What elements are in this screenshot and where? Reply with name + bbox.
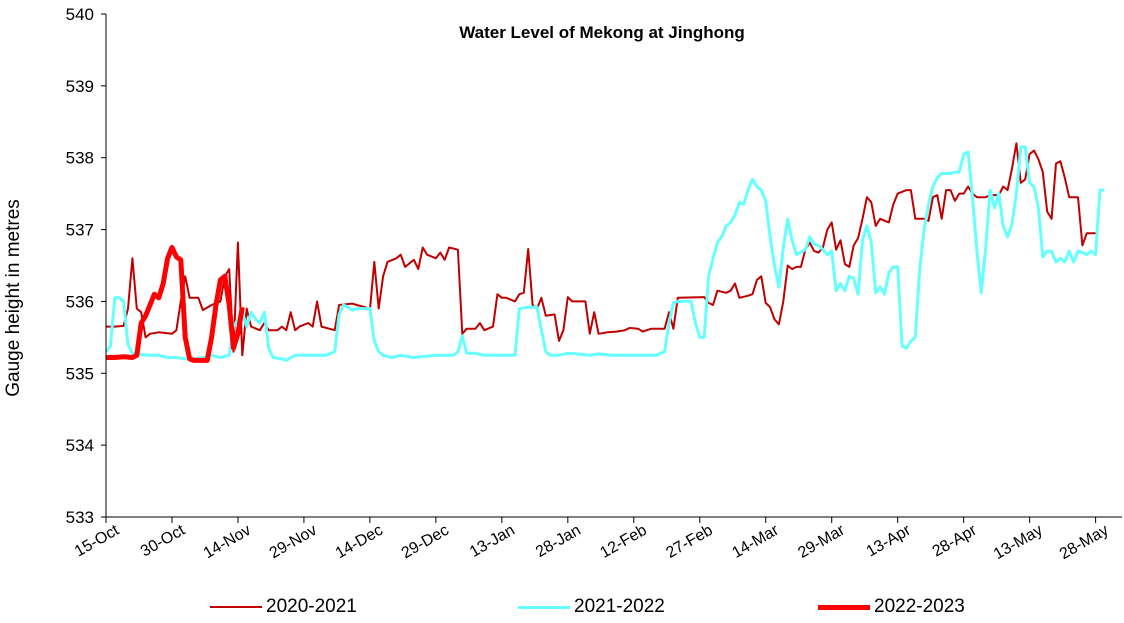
x-tick-label: 14-Mar: [729, 521, 782, 561]
x-tick-label: 29-Dec: [399, 522, 452, 563]
x-tick-label: 14-Nov: [201, 522, 254, 563]
series-line-2022-2023: [106, 245, 245, 363]
legend: 2020-2021 2021-2022 2022-2023: [0, 596, 1124, 620]
series-line-2021-2022: [104, 145, 1105, 362]
y-axis-label: Gauge height in metres: [3, 199, 24, 397]
x-tick-label: 30-Oct: [138, 521, 189, 560]
y-tick-label: 539: [66, 77, 94, 96]
x-tick-label: 27-Feb: [663, 522, 715, 562]
x-tick-label: 13-Apr: [864, 521, 915, 560]
x-axis: 15-Oct 30-Oct 14-Nov 29-Nov 14-Dec 29-Dec 13-J…: [72, 517, 1112, 563]
x-tick-label: 15-Oct: [72, 521, 123, 560]
legend-label: 2020-2021: [266, 596, 357, 617]
y-tick-label: 536: [66, 292, 94, 311]
y-tick-label: 533: [66, 508, 94, 527]
legend-item-2020-2021: 2020-2021: [210, 596, 357, 618]
chart-title: Water Level of Mekong at Jinghong: [459, 23, 745, 42]
x-tick-label: 29-Mar: [795, 521, 848, 561]
legend-label: 2021-2022: [574, 596, 665, 617]
x-tick-label: 14-Dec: [333, 522, 386, 563]
plot-area: [104, 142, 1105, 363]
x-tick-label: 12-Feb: [597, 522, 649, 562]
x-tick-label: 13-Jan: [467, 522, 518, 561]
x-tick-label: 29-Nov: [267, 522, 320, 563]
legend-item-2022-2023: 2022-2023: [818, 596, 965, 618]
legend-swatch: [210, 606, 262, 608]
y-tick-label: 537: [66, 221, 94, 240]
y-tick-label: 535: [66, 364, 94, 383]
series-line-2020-2021: [106, 142, 1096, 357]
legend-item-2021-2022: 2021-2022: [518, 596, 665, 618]
x-tick-label: 13-May: [991, 522, 1046, 563]
x-tick-label: 28-May: [1057, 522, 1112, 563]
y-axis: 533 534 535 536 537 538 539 540: [66, 5, 106, 527]
y-tick-label: 540: [66, 5, 94, 24]
legend-swatch: [518, 605, 570, 609]
y-tick-label: 538: [66, 149, 94, 168]
legend-label: 2022-2023: [874, 596, 965, 617]
x-tick-label: 28-Apr: [930, 521, 981, 560]
legend-swatch: [818, 604, 870, 610]
y-tick-label: 534: [66, 436, 94, 455]
x-tick-label: 28-Jan: [533, 522, 584, 561]
